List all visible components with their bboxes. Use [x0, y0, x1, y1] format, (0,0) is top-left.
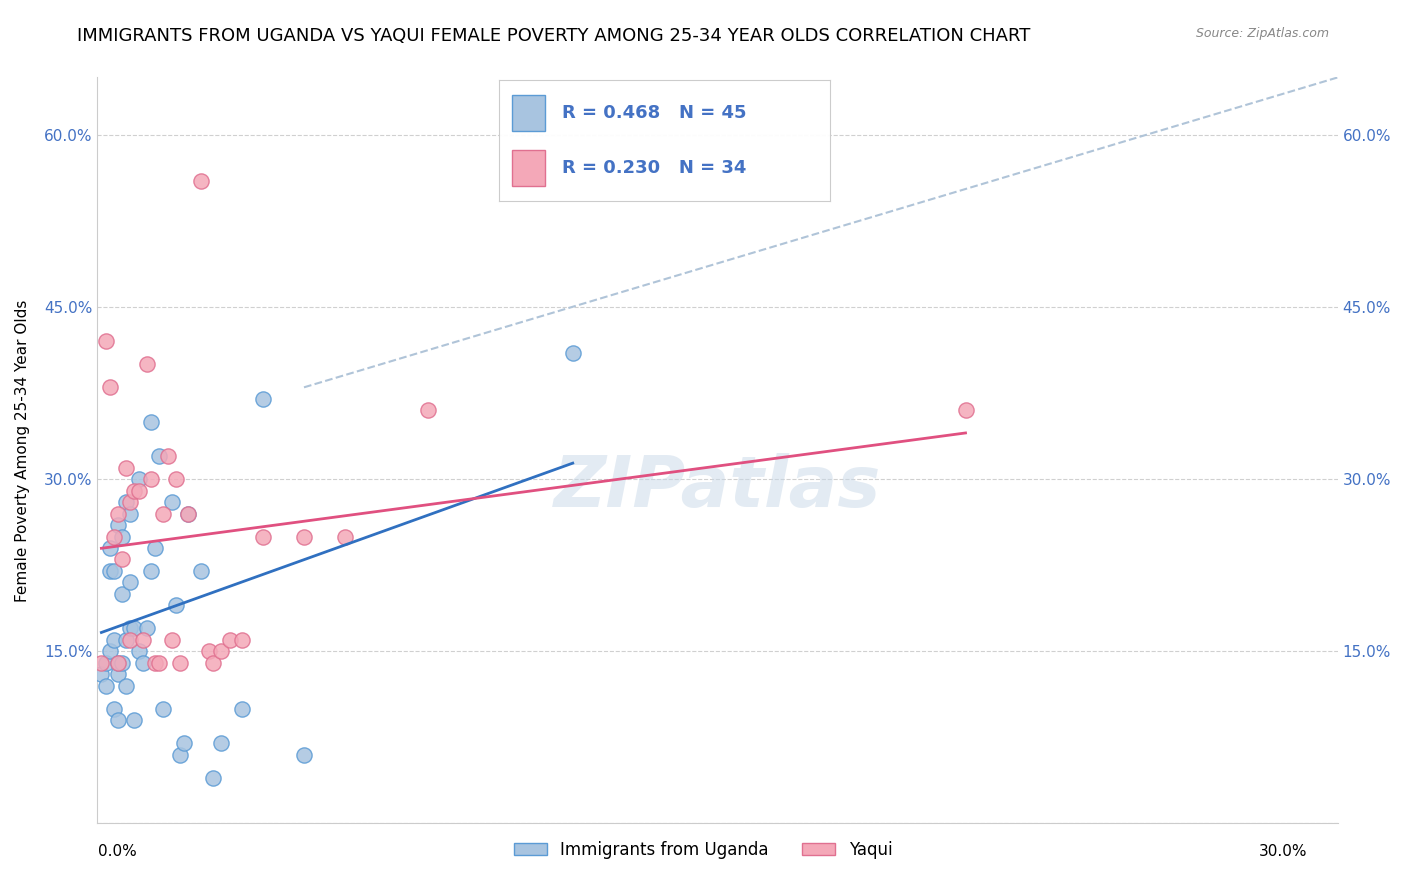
Point: [156, 449, 179, 463]
Point: [98, 644, 121, 658]
Point: [128, 644, 150, 658]
Point: [98, 541, 121, 555]
Text: ZIPatlas: ZIPatlas: [554, 453, 882, 522]
Point: [139, 564, 162, 578]
Point: [190, 564, 212, 578]
Point: [120, 632, 142, 647]
Point: [98, 564, 121, 578]
Point: [94, 679, 117, 693]
Point: [202, 771, 225, 785]
Point: [103, 564, 125, 578]
Point: [152, 507, 174, 521]
Point: [148, 656, 170, 670]
Point: [107, 667, 129, 681]
Point: [115, 495, 138, 509]
Point: [107, 656, 129, 670]
Point: [111, 587, 134, 601]
Point: [143, 541, 166, 555]
Point: [132, 656, 155, 670]
Point: [94, 334, 117, 349]
Point: [292, 747, 315, 762]
Point: [128, 472, 150, 486]
Point: [198, 644, 221, 658]
Point: [177, 507, 200, 521]
Point: [173, 736, 195, 750]
Point: [148, 449, 170, 463]
Point: [209, 644, 232, 658]
Bar: [512, 95, 546, 131]
Point: [135, 357, 157, 371]
Point: [120, 575, 142, 590]
Point: [165, 472, 187, 486]
Point: [90, 667, 112, 681]
Y-axis label: Female Poverty Among 25-34 Year Olds: Female Poverty Among 25-34 Year Olds: [15, 300, 30, 601]
Point: [120, 621, 142, 635]
Point: [115, 679, 138, 693]
Point: [202, 656, 225, 670]
Point: [139, 472, 162, 486]
Legend: Immigrants from Uganda, Yaqui: Immigrants from Uganda, Yaqui: [508, 835, 898, 866]
Point: [124, 713, 146, 727]
Point: [107, 518, 129, 533]
Point: [252, 392, 274, 406]
Point: [252, 530, 274, 544]
Point: [103, 530, 125, 544]
Point: [107, 656, 129, 670]
Point: [152, 702, 174, 716]
Point: [335, 530, 357, 544]
Point: [107, 713, 129, 727]
Point: [107, 507, 129, 521]
Point: [209, 736, 232, 750]
Point: [231, 702, 253, 716]
Point: [160, 632, 183, 647]
Point: [132, 632, 155, 647]
Bar: [512, 150, 546, 186]
Point: [165, 599, 187, 613]
Point: [103, 702, 125, 716]
Text: Source: ZipAtlas.com: Source: ZipAtlas.com: [1195, 27, 1329, 40]
Point: [292, 530, 315, 544]
Text: IMMIGRANTS FROM UGANDA VS YAQUI FEMALE POVERTY AMONG 25-34 YEAR OLDS CORRELATION: IMMIGRANTS FROM UGANDA VS YAQUI FEMALE P…: [77, 27, 1031, 45]
Text: 30.0%: 30.0%: [1260, 845, 1308, 859]
Point: [94, 656, 117, 670]
Point: [115, 632, 138, 647]
Point: [115, 460, 138, 475]
Point: [231, 632, 253, 647]
Text: R = 0.468   N = 45: R = 0.468 N = 45: [562, 103, 747, 122]
Point: [218, 632, 240, 647]
Point: [139, 415, 162, 429]
Point: [124, 621, 146, 635]
Point: [120, 507, 142, 521]
Point: [177, 507, 200, 521]
Point: [135, 621, 157, 635]
Point: [111, 656, 134, 670]
Point: [955, 403, 977, 417]
Point: [416, 403, 439, 417]
Point: [124, 483, 146, 498]
Point: [169, 747, 191, 762]
Point: [169, 656, 191, 670]
Point: [120, 495, 142, 509]
Text: R = 0.230   N = 34: R = 0.230 N = 34: [562, 159, 747, 178]
Point: [111, 552, 134, 566]
Point: [90, 656, 112, 670]
Point: [111, 530, 134, 544]
Text: 0.0%: 0.0%: [98, 845, 138, 859]
Point: [160, 495, 183, 509]
Point: [561, 346, 583, 360]
Point: [143, 656, 166, 670]
Point: [103, 632, 125, 647]
Point: [190, 174, 212, 188]
Point: [128, 483, 150, 498]
Point: [98, 380, 121, 394]
